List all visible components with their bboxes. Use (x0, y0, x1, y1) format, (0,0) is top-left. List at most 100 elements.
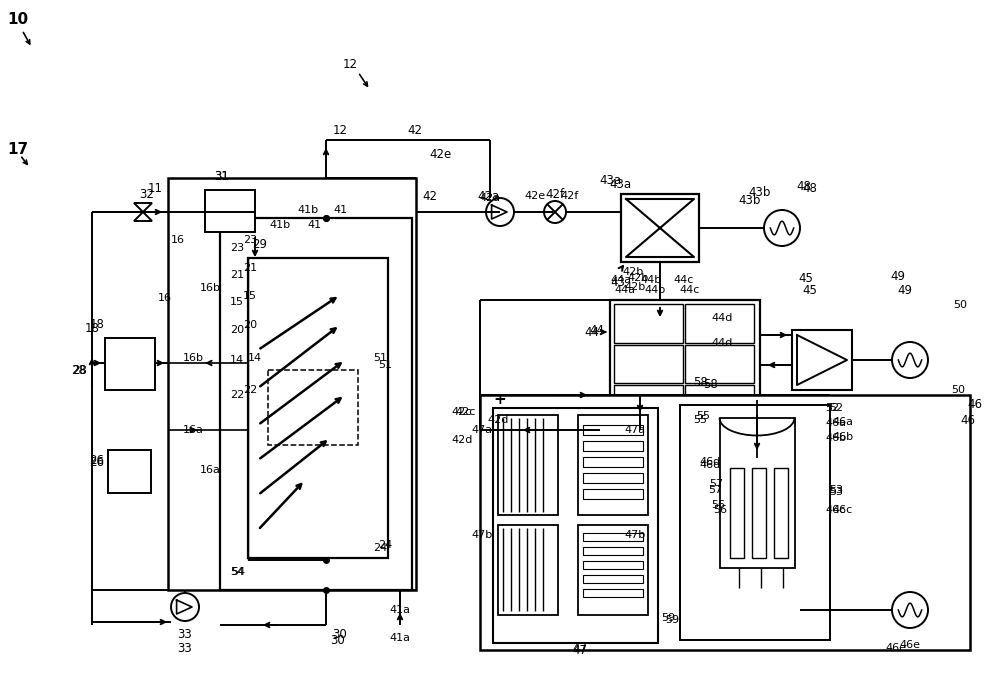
Bar (614, 345, 683, 383)
Text: 44c: 44c (680, 285, 700, 295)
Text: 16b: 16b (182, 353, 204, 363)
Bar (752, 468, 766, 558)
Text: 41b: 41b (269, 220, 291, 230)
Text: 16a: 16a (183, 425, 203, 435)
Text: 11: 11 (148, 182, 162, 194)
Bar (680, 405, 830, 640)
Text: 42a: 42a (477, 190, 499, 202)
Text: 29: 29 (252, 238, 268, 252)
Bar (498, 415, 558, 515)
Text: 57: 57 (709, 479, 723, 489)
Bar (583, 441, 643, 451)
Text: 44a: 44a (610, 275, 632, 285)
Bar (578, 525, 648, 615)
Bar (583, 473, 643, 483)
Text: 55: 55 (696, 411, 710, 421)
Text: 59: 59 (665, 615, 679, 625)
Text: 44b: 44b (640, 275, 662, 285)
Bar (583, 533, 643, 541)
Text: 31: 31 (215, 171, 229, 184)
Bar (583, 425, 643, 435)
Text: 30: 30 (331, 634, 345, 647)
Bar (774, 468, 788, 558)
Text: 42e: 42e (524, 191, 546, 201)
Text: 26: 26 (90, 454, 104, 466)
Text: 16a: 16a (200, 465, 220, 475)
Text: 49: 49 (891, 269, 906, 283)
Text: 46d: 46d (699, 457, 721, 467)
Bar (583, 547, 643, 555)
Bar (220, 218, 412, 590)
Text: 46c: 46c (826, 505, 846, 515)
Bar (268, 370, 358, 445)
Text: 42b: 42b (627, 273, 649, 283)
Bar (621, 194, 699, 262)
Text: 46: 46 (968, 398, 982, 412)
Text: 43: 43 (611, 275, 625, 288)
Text: 44d: 44d (711, 338, 733, 348)
Text: 43b: 43b (739, 194, 761, 207)
Text: 21: 21 (230, 270, 244, 280)
Text: 42: 42 (408, 124, 422, 136)
Text: 42c: 42c (452, 407, 472, 417)
Text: 59: 59 (661, 613, 675, 623)
Text: 46a: 46a (832, 417, 854, 427)
Text: 33: 33 (178, 641, 192, 655)
Text: 54: 54 (231, 567, 245, 577)
Text: 56: 56 (711, 500, 725, 510)
Text: 12: 12 (342, 59, 358, 72)
Text: 42: 42 (422, 190, 438, 202)
Text: 46: 46 (960, 414, 976, 427)
Text: 44a: 44a (614, 285, 636, 295)
Text: 47a: 47a (624, 425, 646, 435)
Bar (168, 178, 416, 590)
Text: 24: 24 (378, 540, 392, 550)
Text: 58: 58 (693, 375, 707, 389)
Text: 20: 20 (243, 320, 257, 330)
Text: 41b: 41b (297, 205, 319, 215)
Text: 46e: 46e (886, 643, 906, 653)
Text: 26: 26 (90, 456, 104, 468)
Text: 22: 22 (243, 385, 257, 395)
Text: 55: 55 (693, 415, 707, 425)
Text: 18: 18 (85, 321, 99, 335)
Text: 44: 44 (590, 323, 604, 337)
Text: 48: 48 (803, 182, 817, 194)
Text: 44: 44 (584, 327, 600, 340)
Text: 28: 28 (73, 364, 87, 377)
Text: 10: 10 (7, 13, 29, 28)
Text: 46e: 46e (900, 640, 920, 650)
Text: 14: 14 (248, 353, 262, 363)
Text: 44c: 44c (674, 275, 694, 285)
Text: 14: 14 (230, 355, 244, 365)
Bar (583, 561, 643, 569)
Text: 52: 52 (825, 403, 839, 413)
Text: 53: 53 (829, 485, 843, 495)
Text: 41: 41 (333, 205, 347, 215)
Text: 42d: 42d (451, 435, 473, 445)
Text: 49: 49 (898, 284, 912, 296)
Text: 18: 18 (90, 319, 104, 331)
Text: 47: 47 (572, 643, 588, 657)
Bar (583, 575, 643, 583)
Text: 32: 32 (140, 188, 154, 202)
Text: -: - (497, 635, 503, 651)
Text: 54: 54 (230, 567, 244, 577)
Bar (685, 345, 754, 383)
Text: 42d: 42d (487, 415, 509, 425)
Bar (792, 330, 852, 390)
Text: 42f: 42f (561, 191, 579, 201)
Text: 33: 33 (178, 628, 192, 641)
Bar (583, 457, 643, 467)
Text: 42a: 42a (479, 193, 501, 203)
Text: 22: 22 (230, 390, 244, 400)
Bar (493, 408, 658, 643)
Text: 44b: 44b (644, 285, 666, 295)
Bar (614, 385, 683, 424)
Bar (108, 450, 151, 493)
Bar (610, 300, 760, 430)
Bar (105, 338, 155, 390)
Text: 41: 41 (308, 220, 322, 230)
Text: 46c: 46c (833, 505, 853, 515)
Text: 51: 51 (378, 360, 392, 370)
